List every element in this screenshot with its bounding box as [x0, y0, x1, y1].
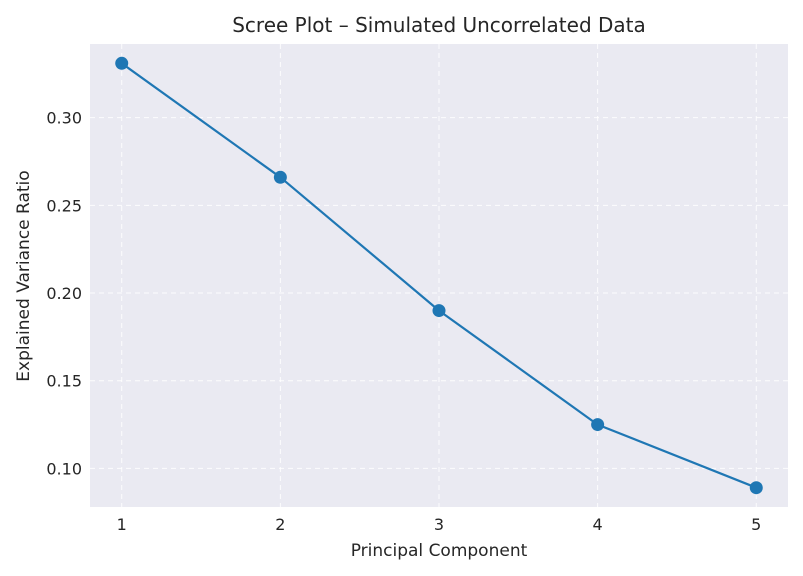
chart-title: Scree Plot – Simulated Uncorrelated Data: [232, 13, 646, 37]
x-axis-ticks: 1 2 3 4 5: [117, 515, 762, 534]
series-layer: [115, 56, 763, 495]
data-point: [591, 418, 605, 432]
y-axis-title: Explained Variance Ratio: [14, 170, 34, 381]
y-tick-label: 0.30: [46, 109, 82, 128]
x-tick-label: 3: [434, 515, 444, 534]
y-axis-ticks: 0.10 0.15 0.20 0.25 0.30: [46, 109, 82, 479]
y-tick-label: 0.10: [46, 459, 82, 478]
y-tick-label: 0.15: [46, 372, 82, 391]
data-point: [432, 304, 446, 318]
plot-area-background: [90, 44, 788, 507]
y-tick-label: 0.20: [46, 284, 82, 303]
x-tick-label: 1: [117, 515, 127, 534]
data-point: [749, 481, 763, 495]
x-tick-label: 2: [275, 515, 285, 534]
data-point: [273, 170, 287, 184]
x-tick-label: 4: [593, 515, 603, 534]
y-tick-label: 0.25: [46, 196, 82, 215]
x-tick-label: 5: [751, 515, 761, 534]
data-point: [115, 56, 129, 70]
x-axis-title: Principal Component: [351, 541, 528, 561]
